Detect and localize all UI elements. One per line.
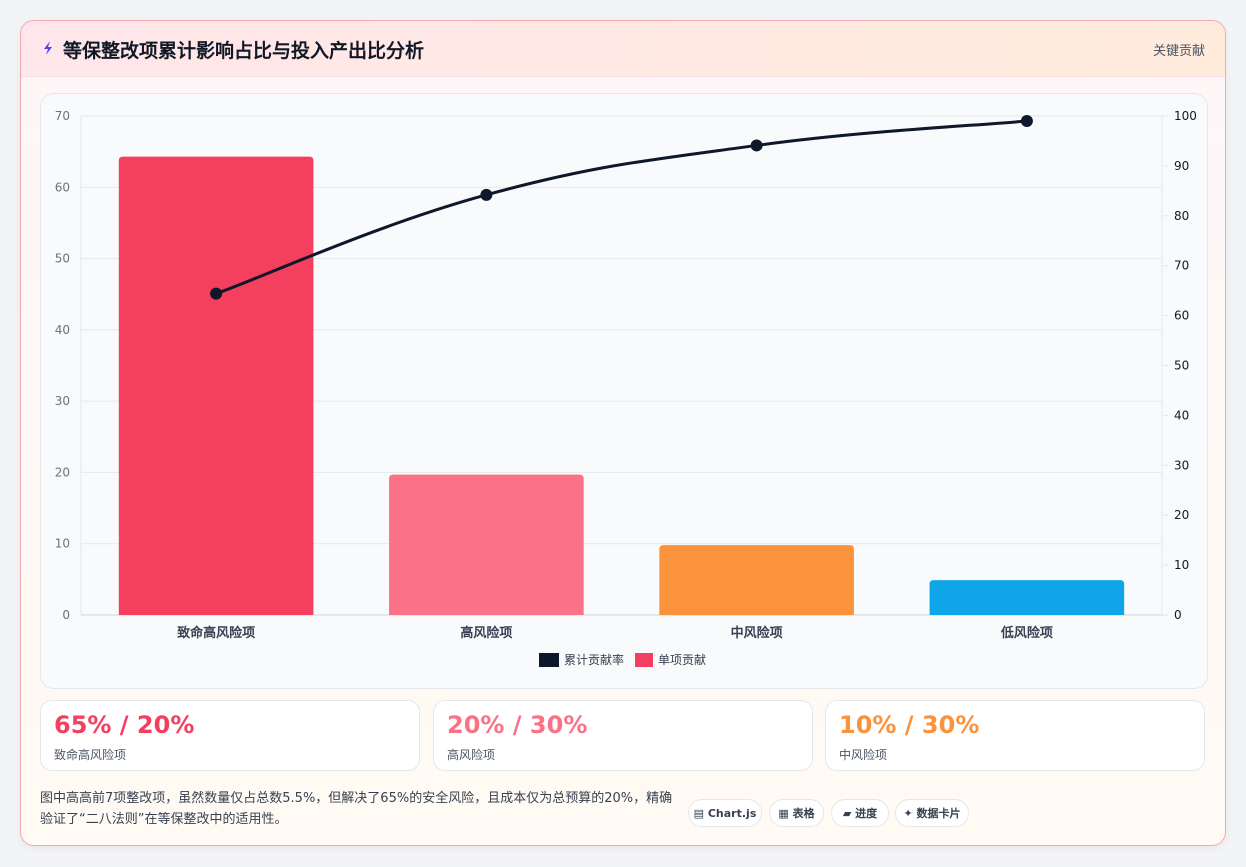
y-tick-label-left: 70 [55, 109, 70, 123]
y-tick-label-left: 30 [55, 394, 70, 408]
kpi-label: 高风险项 [447, 748, 496, 762]
sparkle-icon: ✦ [903, 807, 913, 820]
y-tick-label-left: 50 [55, 252, 70, 266]
y-tick-label-right: 60 [1174, 309, 1189, 323]
x-tick-label: 高风险项 [460, 625, 512, 641]
bar [929, 580, 1125, 615]
x-tick-label: 低风险项 [1000, 625, 1053, 641]
y-tick-label-left: 20 [55, 465, 70, 479]
y-tick-label-right: 40 [1174, 408, 1189, 422]
chip-label: 数据卡片 [916, 807, 961, 820]
y-tick-label-right: 100 [1174, 109, 1197, 123]
chip-table[interactable]: ▦ 表格 [769, 799, 824, 827]
kpi-value: 65% / 20% [54, 711, 195, 739]
cumulative-point [480, 188, 493, 201]
chip-label: Chart.js [707, 807, 757, 820]
lightning-icon [44, 41, 52, 55]
kpi-value: 20% / 30% [447, 711, 588, 739]
y-tick-label-right: 70 [1174, 259, 1189, 273]
card-header: 等保整改项累计影响占比与投入产出比分析 关键贡献 [21, 21, 1225, 77]
y-tick-label-right: 10 [1174, 558, 1189, 572]
y-tick-label-right: 90 [1174, 159, 1189, 173]
chip-label: 进度 [855, 807, 878, 820]
chart-panel: 0 10 20 30 40 50 60 70 0 10 20 30 40 50 60 70 80 90 100 致命高… [40, 93, 1208, 689]
y-tick-label-left: 40 [55, 323, 70, 337]
cumulative-point [750, 139, 763, 152]
chart-icon: ▤ [693, 807, 705, 820]
y-tick-label-left: 60 [55, 180, 70, 194]
bar [389, 474, 584, 615]
y-tick-label-left: 0 [62, 608, 70, 622]
legend-label: 单项贡献 [658, 652, 706, 667]
progress-icon: ▰ [842, 807, 852, 820]
page-title: 等保整改项累计影响占比与投入产出比分析 [63, 40, 425, 62]
pareto-chart: 0 10 20 30 40 50 60 70 0 10 20 30 40 50 60 70 80 90 100 致命高… [55, 109, 1197, 667]
kpi-card-medium: 10% / 30% 中风险项 [825, 700, 1205, 771]
bar [659, 545, 854, 615]
chip-label: 表格 [792, 807, 815, 820]
kpi-card-high: 20% / 30% 高风险项 [433, 700, 813, 771]
summary-note: 图中高高前7项整改项，虽然数量仅占总数5.5%，但解决了65%的安全风险，且成本… [40, 791, 673, 827]
kpi-label: 致命高风险项 [54, 748, 127, 762]
x-tick-label: 致命高风险项 [177, 625, 255, 641]
chip-data-card[interactable]: ✦ 数据卡片 [895, 799, 969, 827]
analysis-card: 等保整改项累计影响占比与投入产出比分析 关键贡献 0 10 20 30 40 50 60 70… [20, 20, 1226, 846]
kpi-card-critical: 65% / 20% 致命高风险项 [40, 700, 420, 771]
kpi-label: 中风险项 [839, 748, 888, 762]
header-tag: 关键贡献 [1152, 44, 1205, 59]
chip-chartjs[interactable]: ▤ Chart.js [688, 799, 762, 827]
y-tick-label-right: 0 [1174, 608, 1182, 622]
y-tick-label-right: 20 [1174, 508, 1189, 522]
chip-progress[interactable]: ▰ 进度 [831, 799, 889, 827]
legend-label: 累计贡献率 [564, 652, 624, 667]
bar [118, 156, 314, 615]
y-tick-label-right: 80 [1174, 209, 1189, 223]
cumulative-point [210, 287, 223, 300]
table-icon: ▦ [778, 807, 789, 820]
y-tick-label-left: 10 [55, 537, 70, 551]
y-tick-label-right: 50 [1174, 359, 1189, 373]
legend-swatch-line [539, 653, 559, 667]
legend-swatch-bar [635, 653, 653, 667]
kpi-value: 10% / 30% [839, 711, 980, 739]
cumulative-line [215, 119, 1028, 296]
x-tick-label: 中风险项 [731, 625, 783, 641]
y-tick-label-right: 30 [1174, 458, 1189, 472]
cumulative-point [1020, 114, 1033, 127]
